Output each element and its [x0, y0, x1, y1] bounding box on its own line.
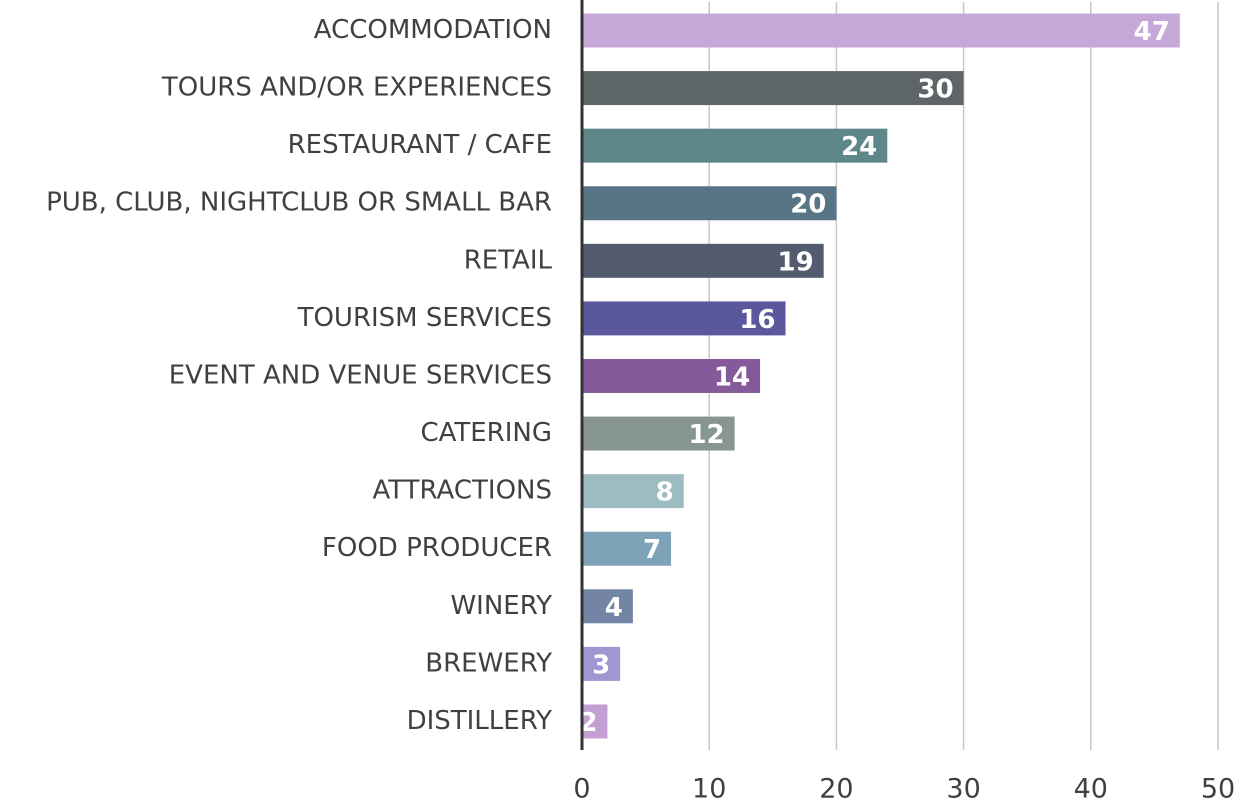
- value-label: 24: [841, 132, 877, 162]
- bar: [582, 301, 786, 336]
- bar: [582, 13, 1180, 48]
- value-label: 12: [688, 420, 724, 450]
- x-tick-label: 40: [1074, 774, 1108, 805]
- bar: [582, 531, 672, 566]
- value-label: 3: [592, 650, 610, 680]
- bar: [582, 128, 888, 163]
- bar: [582, 358, 761, 393]
- y-tick-label: RETAIL: [464, 245, 553, 275]
- value-label: 19: [777, 247, 813, 277]
- bar: [582, 243, 824, 278]
- y-tick-label: PUB, CLUB, NIGHTCLUB OR SMALL BAR: [46, 188, 552, 218]
- y-tick-label: EVENT AND VENUE SERVICES: [169, 360, 552, 390]
- bar: [582, 589, 633, 624]
- bar: [582, 704, 608, 739]
- value-label: 16: [739, 305, 775, 335]
- x-tick-label: 30: [946, 774, 980, 805]
- value-label: 8: [656, 478, 674, 508]
- value-label: 7: [643, 535, 661, 565]
- y-tick-label: ACCOMMODATION: [314, 15, 552, 45]
- bar: [582, 186, 837, 221]
- value-label: 47: [1134, 17, 1170, 47]
- value-label: 4: [605, 593, 623, 623]
- x-tick-label: 10: [692, 774, 726, 805]
- y-tick-label: DISTILLERY: [407, 706, 553, 736]
- value-label: 30: [917, 75, 953, 105]
- y-tick-label: BREWERY: [425, 648, 552, 678]
- value-label: 20: [790, 190, 826, 220]
- x-tick-label: 50: [1201, 774, 1235, 805]
- y-tick-label: TOURISM SERVICES: [297, 303, 552, 333]
- bar: [582, 416, 735, 451]
- value-label: 14: [714, 362, 750, 392]
- value-label: 2: [579, 708, 597, 738]
- y-tick-label: RESTAURANT / CAFE: [288, 130, 552, 160]
- y-tick-label: WINERY: [450, 591, 552, 621]
- bar: [582, 71, 964, 106]
- x-tick-label: 20: [819, 774, 853, 805]
- bar: [582, 646, 621, 681]
- y-tick-label: TOURS AND/OR EXPERIENCES: [161, 73, 552, 103]
- y-tick-label: CATERING: [420, 418, 552, 448]
- x-tick-label: 0: [573, 774, 590, 805]
- y-tick-label: FOOD PRODUCER: [322, 533, 552, 563]
- y-tick-label: ATTRACTIONS: [372, 476, 552, 506]
- bar: [582, 474, 684, 509]
